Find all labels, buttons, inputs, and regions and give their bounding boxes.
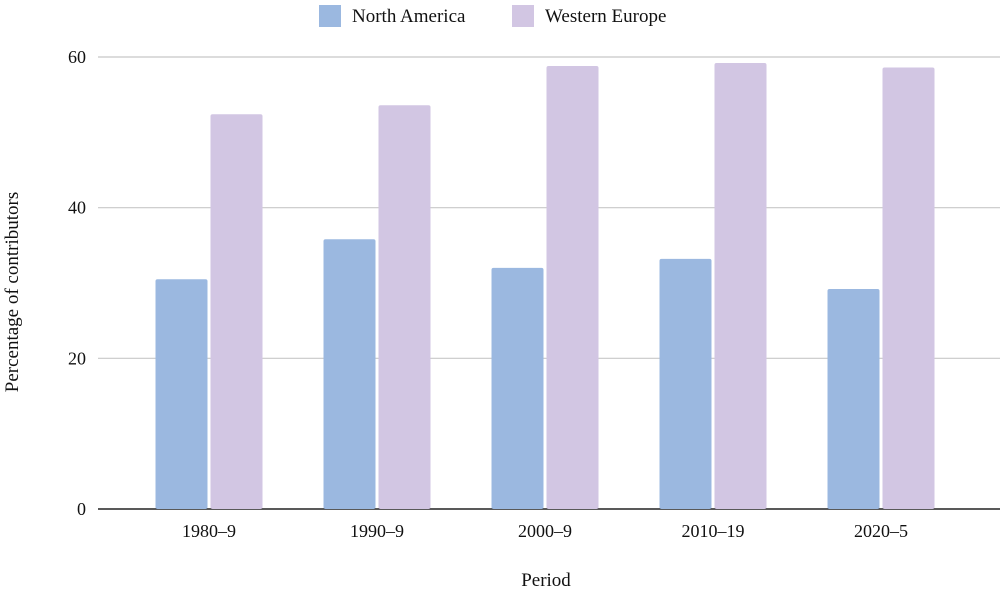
bar-north-america [491, 267, 544, 509]
x-axis-title: Period [521, 570, 571, 591]
bar-western-europe [210, 114, 263, 510]
bar-north-america [323, 239, 376, 509]
x-tick-label: 2010–19 [682, 521, 745, 541]
legend-label: Western Europe [545, 6, 666, 27]
bar-north-america [827, 289, 880, 509]
bar-western-europe [714, 63, 767, 509]
x-tick-label: 1990–9 [350, 521, 404, 541]
y-axis-title: Percentage of contributors [2, 192, 23, 392]
bars [155, 63, 935, 510]
bar-western-europe [882, 67, 935, 510]
y-tick-label: 60 [68, 47, 86, 67]
legend-swatch [512, 5, 534, 27]
y-tick-label: 40 [68, 198, 86, 218]
legend: North America Western Europe [319, 5, 666, 27]
bar-north-america [659, 258, 712, 509]
y-tick-label: 0 [77, 499, 86, 519]
bar-western-europe [378, 105, 431, 510]
bar-western-europe [546, 66, 599, 509]
y-tick-label: 20 [68, 348, 86, 368]
y-axis: 0 20 40 60 [68, 47, 86, 519]
legend-swatch [319, 5, 341, 27]
x-axis: 1980–9 1990–9 2000–9 2010–19 2020–5 [182, 521, 908, 541]
bar-north-america [155, 279, 208, 509]
legend-label: North America [352, 6, 466, 27]
x-tick-label: 2000–9 [518, 521, 572, 541]
x-tick-label: 2020–5 [854, 521, 908, 541]
x-tick-label: 1980–9 [182, 521, 236, 541]
